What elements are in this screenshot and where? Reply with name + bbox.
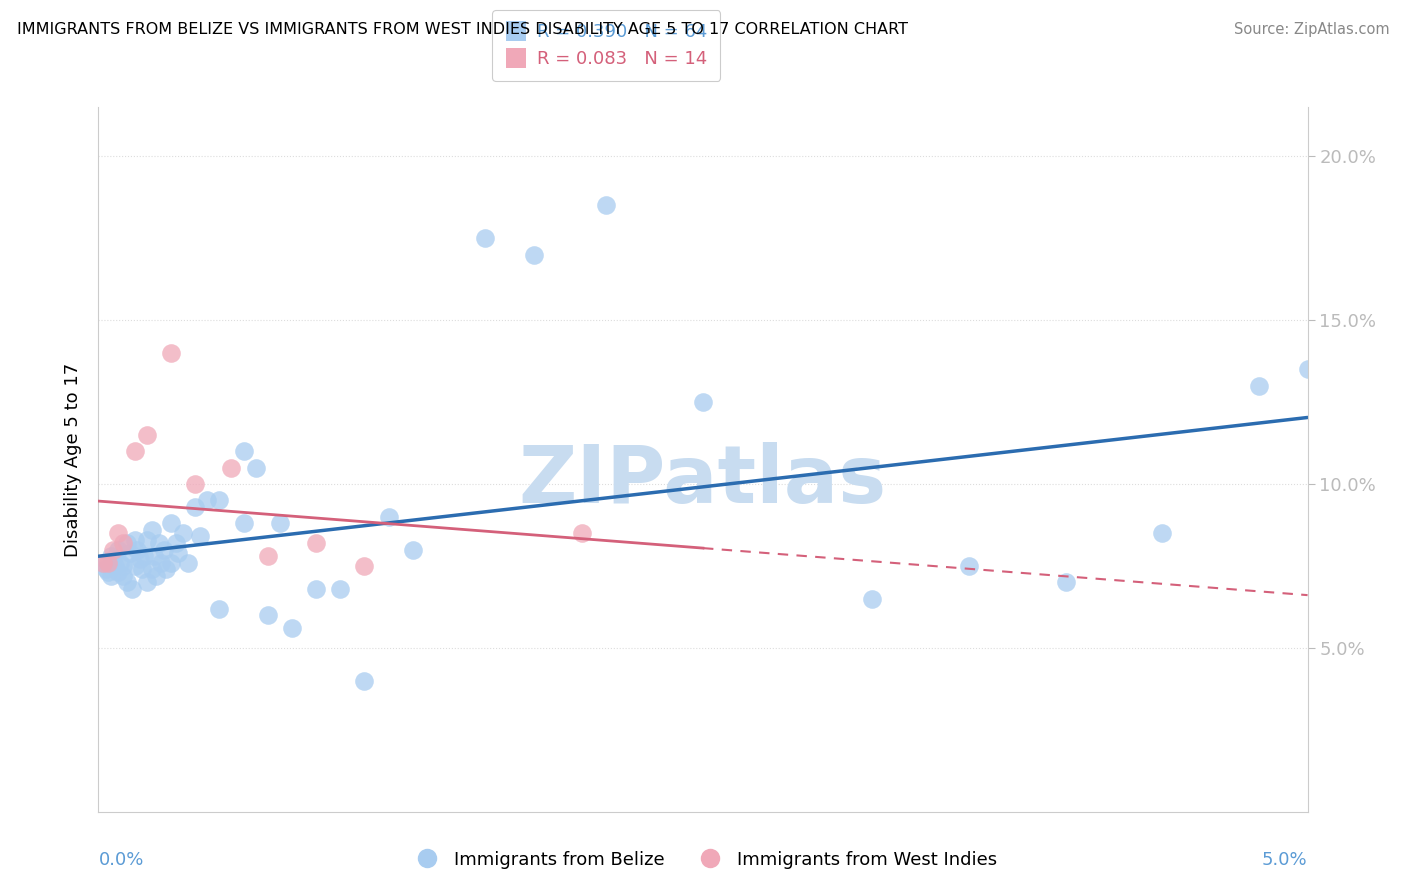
Point [127, 542, 149, 557]
Point [131, 562, 153, 576]
Point [124, 533, 146, 547]
Point [957, 558, 980, 573]
Point [124, 558, 146, 573]
Point [281, 621, 304, 635]
Point [329, 582, 352, 596]
Point [172, 526, 194, 541]
Point [111, 558, 134, 573]
Point [155, 562, 177, 576]
Point [104, 558, 127, 573]
Point [208, 493, 231, 508]
Point [100, 568, 122, 582]
Point [167, 546, 190, 560]
Point [100, 549, 122, 563]
Point [91, 556, 114, 570]
Text: 5.0%: 5.0% [1263, 851, 1308, 869]
Point [135, 427, 157, 442]
Point [402, 542, 425, 557]
Point [111, 536, 134, 550]
Point [571, 526, 593, 541]
Point [148, 536, 170, 550]
Point [97, 566, 120, 580]
Point [128, 552, 150, 566]
Point [177, 556, 200, 570]
Point [160, 346, 183, 360]
Point [91, 556, 114, 570]
Text: Source: ZipAtlas.com: Source: ZipAtlas.com [1233, 22, 1389, 37]
Point [221, 460, 243, 475]
Text: 0.0%: 0.0% [98, 851, 143, 869]
Point [245, 460, 267, 475]
Point [184, 500, 207, 514]
Point [523, 247, 546, 261]
Point [97, 556, 120, 570]
Point [141, 562, 163, 576]
Point [165, 536, 187, 550]
Point [184, 477, 207, 491]
Point [860, 591, 883, 606]
Point [107, 542, 129, 557]
Point [256, 549, 278, 563]
Point [118, 546, 141, 560]
Point [353, 673, 375, 688]
Point [1054, 575, 1077, 590]
Point [256, 608, 278, 623]
Point [232, 444, 254, 458]
Point [135, 533, 157, 547]
Point [305, 536, 328, 550]
Point [1249, 378, 1271, 392]
Point [117, 575, 139, 590]
Point [121, 582, 143, 596]
Point [101, 542, 124, 557]
Point [232, 516, 254, 531]
Point [111, 568, 134, 582]
Point [152, 542, 174, 557]
Point [107, 526, 129, 541]
Point [124, 444, 146, 458]
Text: IMMIGRANTS FROM BELIZE VS IMMIGRANTS FROM WEST INDIES DISABILITY AGE 5 TO 17 COR: IMMIGRANTS FROM BELIZE VS IMMIGRANTS FRO… [17, 22, 908, 37]
Point [117, 536, 139, 550]
Point [188, 529, 211, 543]
Point [353, 558, 375, 573]
Point [160, 556, 183, 570]
Point [474, 231, 496, 245]
Point [1296, 362, 1319, 376]
Point [692, 395, 714, 409]
Point [305, 582, 328, 596]
Point [141, 523, 163, 537]
Point [595, 198, 617, 212]
Text: ZIPatlas: ZIPatlas [519, 442, 887, 519]
Point [145, 568, 167, 582]
Point [1152, 526, 1174, 541]
Legend: R = 0.390   N = 64, R = 0.083   N = 14: R = 0.390 N = 64, R = 0.083 N = 14 [492, 11, 720, 80]
Point [134, 549, 156, 563]
Point [160, 516, 183, 531]
Point [269, 516, 291, 531]
Point [143, 549, 166, 563]
Point [101, 552, 124, 566]
Point [107, 566, 129, 580]
Point [94, 562, 117, 576]
Point [377, 509, 399, 524]
Y-axis label: Disability Age 5 to 17: Disability Age 5 to 17 [63, 362, 82, 557]
Legend: Immigrants from Belize, Immigrants from West Indies: Immigrants from Belize, Immigrants from … [402, 844, 1004, 876]
Point [195, 493, 218, 508]
Point [135, 575, 157, 590]
Point [108, 556, 131, 570]
Point [150, 556, 173, 570]
Point [208, 601, 231, 615]
